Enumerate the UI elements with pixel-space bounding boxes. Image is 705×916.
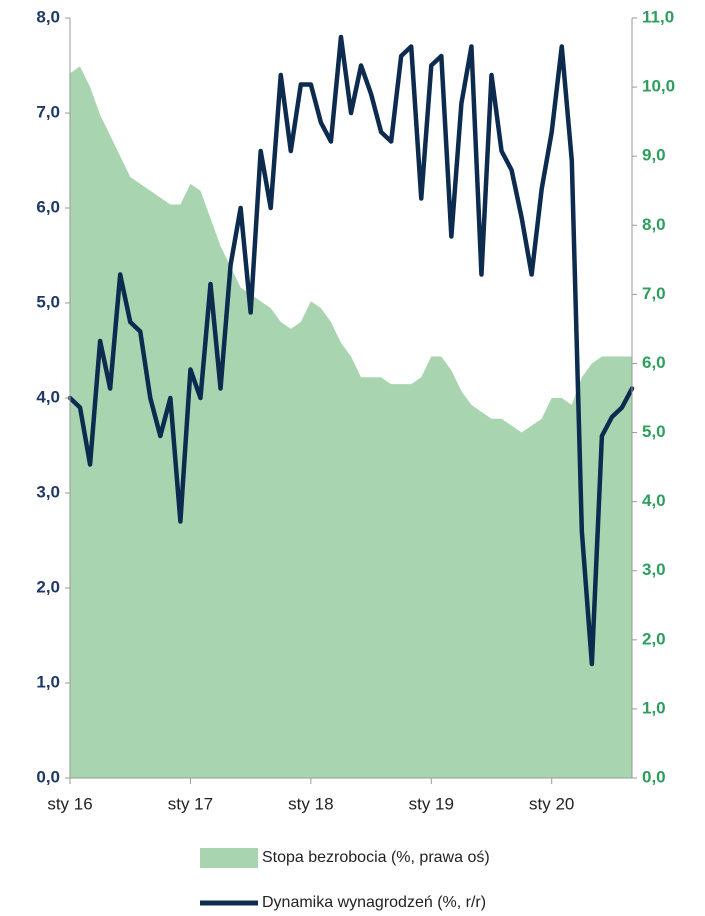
area xyxy=(70,66,632,778)
y2-tick-label: 3,0 xyxy=(642,560,666,579)
x-tick-label: sty 18 xyxy=(288,794,333,813)
y-tick-label: 1,0 xyxy=(36,672,60,691)
y2-tick-label: 1,0 xyxy=(642,698,666,717)
y-tick-label: 0,0 xyxy=(36,767,60,786)
y-tick-label: 8,0 xyxy=(36,7,60,26)
y-tick-label: 4,0 xyxy=(36,387,60,406)
legend-label: Stopa bezrobocia (%, prawa oś) xyxy=(262,849,490,866)
y2-tick-label: 6,0 xyxy=(642,353,666,372)
y2-tick-label: 11,0 xyxy=(642,7,674,26)
x-tick-label: sty 20 xyxy=(529,794,574,813)
y2-tick-label: 7,0 xyxy=(642,284,666,303)
y2-tick-label: 10,0 xyxy=(642,77,675,96)
y-tick-label: 6,0 xyxy=(36,197,60,216)
y-tick-label: 7,0 xyxy=(36,102,60,121)
x-tick-label: sty 17 xyxy=(168,794,213,813)
x-tick-label: sty 19 xyxy=(409,794,454,813)
y-tick-label: 5,0 xyxy=(36,292,60,311)
y2-tick-label: 5,0 xyxy=(642,422,666,441)
legend-label: Dynamika wynagrodzeń (%, r/r) xyxy=(262,894,486,911)
y2-tick-label: 0,0 xyxy=(642,767,666,786)
y2-tick-label: 9,0 xyxy=(642,146,666,165)
y-tick-label: 2,0 xyxy=(36,577,60,596)
line xyxy=(67,34,635,667)
x-tick-label: sty 16 xyxy=(47,794,92,813)
legend-swatch xyxy=(200,848,258,868)
y2-tick-label: 2,0 xyxy=(642,629,666,648)
y-tick-label: 3,0 xyxy=(36,482,60,501)
y2-tick-label: 4,0 xyxy=(642,491,666,510)
y2-tick-label: 8,0 xyxy=(642,215,666,234)
